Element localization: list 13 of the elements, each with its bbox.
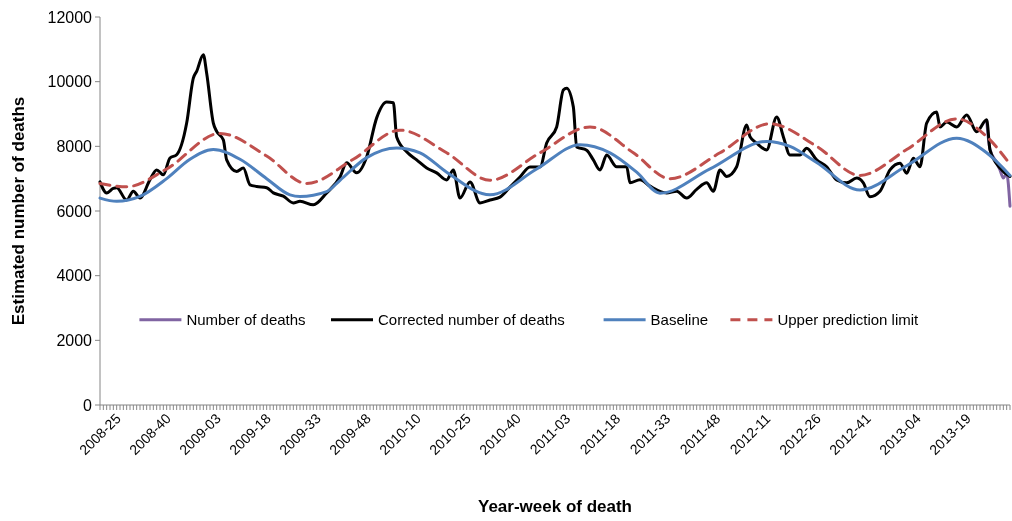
y-tick-label: 6000 — [56, 202, 93, 220]
legend-label: Number of deaths — [186, 310, 306, 328]
y-tick-label: 0 — [83, 396, 93, 414]
x-axis-title: Year-week of death — [477, 497, 633, 516]
y-tick-label: 10000 — [47, 73, 93, 91]
y-tick-label: 12000 — [47, 8, 93, 26]
legend-label: Baseline — [650, 310, 709, 328]
y-tick-label: 4000 — [56, 267, 93, 285]
y-axis-title: Estimated number of deaths — [9, 96, 28, 326]
y-tick-label: 8000 — [56, 137, 93, 155]
legend-label: Upper prediction limit — [777, 310, 920, 328]
y-tick-label: 2000 — [56, 331, 93, 349]
legend-label: Corrected number of deaths — [378, 310, 565, 328]
